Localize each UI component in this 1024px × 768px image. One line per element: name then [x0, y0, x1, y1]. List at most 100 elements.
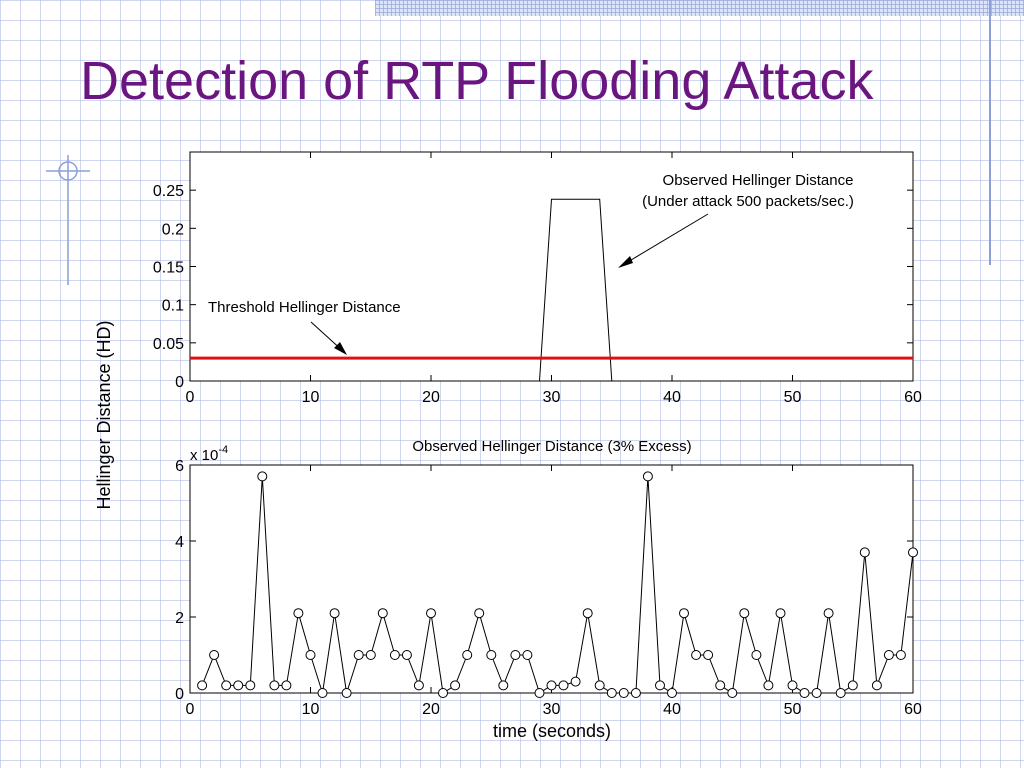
bottom-data-point — [775, 608, 786, 619]
decorative-vertical-line — [989, 0, 991, 265]
bottom-data-point — [522, 650, 533, 660]
bottom-data-point — [341, 688, 352, 698]
bottom-data-point — [618, 688, 629, 698]
top-series-1-line — [539, 198, 613, 382]
bottom-data-point — [727, 688, 738, 698]
bottom-data-point — [305, 650, 316, 660]
slide-title: Detection of RTP Flooding Attack — [80, 51, 874, 111]
bottom-plot-title: Observed Hellinger Distance (3% Excess) — [412, 438, 691, 455]
top-series-group — [190, 198, 913, 382]
top-axis-ticks: 0 10 20 30 40 50 60 0 0.05 0.1 0.15 0.2 0.25 — [153, 152, 922, 406]
bottom-data-point — [871, 680, 882, 691]
bottom-data-point — [739, 608, 750, 619]
bottom-data-point — [221, 680, 232, 691]
top-x-tick-label: 30 — [543, 389, 561, 406]
bottom-x-tick-label: 0 — [186, 701, 195, 718]
top-y-tick-label: 0.25 — [153, 183, 184, 200]
bottom-data-point — [413, 680, 424, 691]
bottom-data-point — [269, 680, 280, 691]
bottom-data-point — [908, 547, 918, 558]
y-multiplier-exponent: -4 — [218, 444, 228, 456]
top-y-tick-label: 0.2 — [162, 221, 184, 238]
bottom-series-group — [197, 471, 918, 698]
bottom-x-tick-label: 50 — [784, 701, 802, 718]
bottom-data-point — [257, 471, 268, 482]
bottom-data-point — [883, 650, 894, 660]
y-axis-label: Hellinger Distance (HD) — [94, 320, 114, 509]
observed-annotation-line2: (Under attack 500 packets/sec.) — [642, 193, 854, 210]
y-multiplier: x 10-4 — [190, 444, 228, 464]
top-x-tick-label: 40 — [663, 389, 681, 406]
x-axis-label: time (seconds) — [493, 721, 611, 741]
y-multiplier-base: x 10 — [190, 447, 218, 464]
observed-annotation-line1: Observed Hellinger Distance — [663, 172, 854, 189]
bottom-data-point — [594, 680, 605, 691]
bottom-x-tick-label: 10 — [302, 701, 320, 718]
bottom-data-point — [799, 688, 810, 698]
bottom-data-point — [715, 680, 726, 691]
bottom-data-point — [365, 650, 376, 660]
bottom-data-point — [329, 608, 340, 619]
top-y-tick-label: 0.05 — [153, 336, 184, 353]
bottom-y-tick-label: 4 — [175, 534, 184, 551]
observed-annotation-arrowhead — [618, 256, 633, 268]
bottom-data-point — [582, 608, 593, 619]
bottom-axis-ticks: 0 10 20 30 40 50 60 0 2 4 6 — [175, 458, 922, 718]
bottom-data-point — [630, 688, 641, 698]
bottom-data-point — [510, 650, 521, 660]
bottom-data-point — [498, 680, 509, 691]
top-x-tick-label: 0 — [186, 389, 195, 406]
bottom-data-point — [389, 650, 400, 660]
bottom-data-point — [293, 608, 304, 619]
top-x-tick-label: 60 — [904, 389, 922, 406]
top-x-tick-label: 10 — [302, 389, 320, 406]
bottom-data-point — [401, 650, 412, 660]
top-y-tick-label: 0 — [175, 374, 184, 391]
bottom-data-point — [895, 650, 906, 660]
bottom-data-point — [703, 650, 714, 660]
bottom-data-point — [474, 608, 485, 619]
bottom-data-point — [667, 688, 677, 698]
top-x-tick-label: 20 — [422, 389, 440, 406]
bottom-data-point — [245, 680, 256, 691]
bottom-data-point — [751, 650, 762, 660]
bottom-data-point — [377, 608, 388, 619]
bottom-data-point — [642, 471, 653, 482]
bottom-data-point — [209, 650, 220, 660]
top-y-tick-label: 0.15 — [153, 260, 184, 277]
bottom-data-point — [450, 680, 461, 691]
bottom-data-point — [679, 608, 689, 619]
decorative-dotted-band — [375, 0, 1024, 16]
top-x-tick-label: 50 — [784, 389, 802, 406]
bottom-data-point — [317, 688, 328, 698]
bottom-data-point — [558, 680, 569, 691]
bottom-plot-frame — [189, 464, 914, 694]
bottom-data-point — [486, 650, 497, 660]
observed-annotation-arrow — [620, 213, 709, 267]
top-plot: 0 10 20 30 40 50 60 0 0.05 0.1 0.15 0.2 0.25 Observe… — [153, 151, 922, 406]
bottom-data-point — [353, 650, 364, 660]
bottom-data-point — [655, 680, 665, 691]
bottom-data-point — [847, 680, 858, 691]
bottom-data-point — [197, 680, 208, 691]
bottom-y-tick-label: 0 — [175, 686, 184, 703]
bottom-data-point — [426, 608, 436, 619]
bottom-data-point — [534, 688, 545, 698]
bottom-y-tick-label: 6 — [175, 458, 184, 475]
bottom-data-point — [281, 680, 292, 691]
bottom-x-tick-label: 30 — [543, 701, 561, 718]
bottom-data-point — [787, 680, 798, 691]
bottom-data-point — [570, 676, 581, 687]
bottom-data-point — [835, 688, 846, 698]
bottom-data-point — [823, 608, 834, 619]
crosshair-icon — [46, 155, 90, 285]
threshold-annotation: Threshold Hellinger Distance — [208, 299, 401, 316]
bottom-data-point — [606, 688, 617, 698]
bottom-x-tick-label: 20 — [422, 701, 440, 718]
bottom-data-point — [763, 680, 774, 691]
bottom-x-tick-label: 60 — [904, 701, 922, 718]
bottom-data-point — [438, 688, 448, 698]
top-y-tick-label: 0.1 — [162, 298, 184, 315]
bottom-plot: Observed Hellinger Distance (3% Excess) … — [175, 438, 922, 741]
